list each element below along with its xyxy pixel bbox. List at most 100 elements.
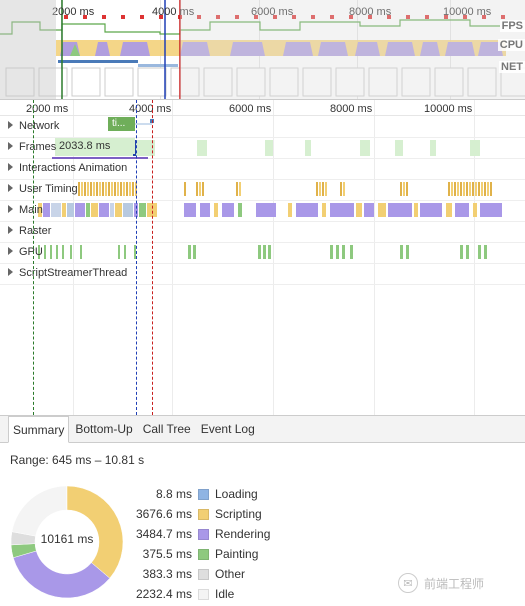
legend-swatch — [198, 488, 209, 500]
overview-unselected-right[interactable] — [180, 0, 525, 99]
track-raster-header[interactable]: Raster — [8, 225, 51, 237]
network-lane-block — [401, 67, 431, 97]
frame-duration-label[interactable]: 2033.8 ms — [55, 138, 135, 154]
user-timing-mark — [454, 182, 456, 196]
main-task — [38, 203, 42, 217]
track-script-streamer-header[interactable]: ScriptStreamerThread — [8, 267, 127, 279]
dropped-frame-marker — [254, 15, 258, 19]
tab-call-tree[interactable]: Call Tree — [142, 422, 191, 436]
load-event-marker — [152, 100, 153, 415]
track-gpu-header[interactable]: GPU — [8, 246, 43, 258]
user-timing-mark — [457, 182, 459, 196]
user-timing-mark — [93, 182, 95, 196]
dropped-frame-marker — [235, 15, 239, 19]
track-raster[interactable]: Raster — [0, 221, 525, 242]
user-timing-mark — [472, 182, 474, 196]
expand-triangle-icon[interactable] — [8, 247, 13, 255]
user-timing-mark — [406, 182, 408, 196]
legend-value: 375.5 ms — [142, 547, 192, 561]
expand-triangle-icon[interactable] — [8, 163, 13, 171]
main-task — [123, 203, 133, 217]
first-paint-marker — [136, 100, 137, 415]
timeline-ruler: 2000 ms 4000 ms 6000 ms 8000 ms 10000 ms — [0, 100, 525, 116]
user-timing-mark — [466, 182, 468, 196]
legend-value: 3484.7 ms — [135, 527, 192, 541]
legend-label: Other — [215, 567, 246, 581]
main-task — [446, 203, 452, 217]
legend-value: 383.3 ms — [142, 567, 192, 581]
cpu-lane-label: CPU — [497, 39, 525, 51]
legend-label: Idle — [215, 587, 235, 601]
network-lane-block — [104, 67, 134, 97]
user-timing-mark — [81, 182, 83, 196]
cpu-rendering-area — [478, 42, 503, 56]
tab-bottom-up[interactable]: Bottom-Up — [75, 422, 133, 436]
legend-value: 8.8 ms — [155, 487, 192, 501]
gpu-task — [134, 245, 136, 259]
track-gpu[interactable]: GPU — [0, 242, 525, 263]
cpu-rendering-area — [180, 42, 210, 56]
user-timing-mark — [199, 182, 201, 196]
frame-block — [430, 140, 436, 156]
user-timing-mark — [475, 182, 477, 196]
legend-row-scripting: 3676.6 ms Scripting — [130, 504, 270, 524]
main-task — [99, 203, 109, 217]
network-request-chip[interactable]: ti... — [108, 117, 135, 131]
main-task — [356, 203, 362, 217]
gpu-task — [406, 245, 409, 259]
user-timing-mark — [108, 182, 110, 196]
expand-triangle-icon[interactable] — [8, 121, 13, 129]
network-lane-block — [71, 67, 101, 97]
track-divider — [0, 158, 525, 159]
timeline-gridline — [374, 100, 375, 415]
track-network[interactable]: Network — [0, 116, 525, 137]
details-tabs: Summary Bottom-Up Call Tree Event Log — [0, 416, 525, 443]
wechat-logo-icon: ✉ — [398, 573, 418, 593]
track-divider — [0, 179, 525, 180]
gpu-task — [466, 245, 469, 259]
dropped-frame-marker — [406, 15, 410, 19]
network-lane-block — [467, 67, 497, 97]
tab-summary[interactable]: Summary — [8, 416, 70, 443]
user-timing-mark — [90, 182, 92, 196]
dropped-frame-marker — [216, 15, 220, 19]
timeline-gridline — [273, 100, 274, 415]
track-network-header[interactable]: Network — [8, 120, 59, 132]
overview-unselected-left[interactable] — [0, 0, 56, 99]
track-interactions-header[interactable]: Interactions Animation — [8, 162, 127, 174]
user-timing-mark — [469, 182, 471, 196]
gpu-task — [350, 245, 353, 259]
track-user-timing-header[interactable]: User Timing — [8, 183, 78, 195]
timeline-overview[interactable]: 2000 ms 4000 ms 6000 ms 8000 ms 10000 ms… — [0, 0, 525, 100]
main-task — [238, 203, 242, 217]
expand-triangle-icon[interactable] — [8, 142, 13, 150]
expand-triangle-icon[interactable] — [8, 268, 13, 276]
gpu-task — [484, 245, 487, 259]
watermark: ✉ 前端工程师 — [398, 573, 484, 593]
track-main-header[interactable]: Main — [8, 204, 43, 216]
user-timing-mark — [184, 182, 186, 196]
expand-triangle-icon[interactable] — [8, 205, 13, 213]
track-divider — [0, 200, 525, 201]
user-timing-mark — [126, 182, 128, 196]
track-frames-header[interactable]: Frames — [8, 141, 56, 153]
track-script-streamer[interactable]: ScriptStreamerThread — [0, 263, 525, 284]
track-label: Main — [19, 204, 43, 216]
track-frames[interactable]: Frames — [0, 137, 525, 158]
user-timing-mark — [316, 182, 318, 196]
frame-block — [265, 140, 273, 156]
network-lane-block — [203, 67, 233, 97]
tab-event-log[interactable]: Event Log — [200, 422, 255, 436]
timeline-tick-label: 6000 ms — [229, 103, 272, 115]
expand-triangle-icon[interactable] — [8, 226, 13, 234]
timeline-flamechart[interactable]: 2000 ms 4000 ms 6000 ms 8000 ms 10000 ms… — [0, 100, 525, 415]
cpu-rendering-area — [95, 42, 110, 56]
expand-triangle-icon[interactable] — [8, 184, 13, 192]
frame-block — [470, 140, 480, 156]
gpu-task — [342, 245, 345, 259]
track-interactions[interactable]: Interactions Animation — [0, 158, 525, 179]
user-timing-mark — [478, 182, 480, 196]
user-timing-mark — [340, 182, 342, 196]
network-lane-block — [170, 67, 200, 97]
track-main[interactable]: Main — [0, 200, 525, 221]
